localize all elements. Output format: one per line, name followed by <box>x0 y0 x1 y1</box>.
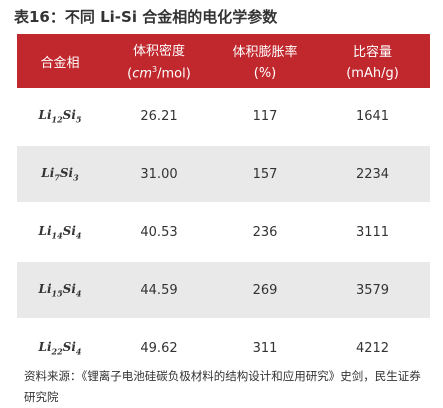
unit-part: ( <box>127 66 133 82</box>
element: Si <box>59 165 74 180</box>
header-unit: (mAh/g) <box>315 66 430 81</box>
table-row: Li22Si4 49.62 311 4212 <box>17 320 430 376</box>
subscript: 12 <box>51 114 63 125</box>
table-cell: 31.00 <box>140 166 178 182</box>
source-note: 资料来源：《锂离子电池硅碳负极材料的结构设计和应用研究》史剑，民生证券研究院 <box>24 369 421 404</box>
element: Si <box>62 223 76 238</box>
subscript: 7 <box>54 172 60 183</box>
header-label: 合金相 <box>40 55 80 71</box>
subscript: 3 <box>73 172 79 183</box>
title: 表16：不同 Li-Si 合金相的电化学参数 <box>14 8 278 26</box>
table-cell: 236 <box>252 224 278 240</box>
formula: Li15Si4 <box>17 282 103 298</box>
unit-part: (mAh/g) <box>346 66 399 81</box>
formula-cell: Li14Si4 <box>17 224 103 240</box>
formula: Li14Si4 <box>17 224 103 240</box>
table-cell: 3579 <box>355 282 390 298</box>
formula: Li7Si3 <box>17 166 103 182</box>
table-cell: 49.62 <box>140 340 178 356</box>
header-cell: 合金相 <box>17 34 103 88</box>
subscript: 4 <box>75 230 82 241</box>
table-cell: 3111 <box>355 224 390 240</box>
element: Li <box>38 339 52 354</box>
table-row: Li15Si4 44.59 269 3579 <box>17 262 430 318</box>
unit-part: cm <box>132 66 153 82</box>
header-cell: 体积膨胀率 (%) <box>215 34 315 88</box>
table-cell: 269 <box>252 282 278 298</box>
table-row: Li12Si5 26.21 117 1641 <box>17 88 430 144</box>
row-gap <box>17 260 430 262</box>
table-cell: 1641 <box>355 108 390 124</box>
subscript: 14 <box>51 230 63 241</box>
subscript: 15 <box>51 288 63 299</box>
header-row: 合金相 体积密度 (cm3/mol) 体积膨胀率 (%) 比容量 (mAh/g) <box>17 34 430 88</box>
subscript: 22 <box>51 346 63 357</box>
element: Li <box>41 165 55 180</box>
formula-cell: Li7Si3 <box>17 166 103 182</box>
formula-cell: Li22Si4 <box>17 340 103 356</box>
table-cell: 117 <box>252 108 278 124</box>
table-cell: 4212 <box>355 340 390 356</box>
subscript: 5 <box>75 114 82 125</box>
element: Li <box>38 223 52 238</box>
element: Si <box>62 281 76 296</box>
formula-cell: Li12Si5 <box>17 108 103 124</box>
header-unit: (%) <box>215 66 315 81</box>
table-cell: 40.53 <box>140 224 178 240</box>
row-gap <box>17 318 430 320</box>
unit-part: 3 <box>152 65 158 75</box>
table-row: Li14Si4 40.53 236 3111 <box>17 204 430 260</box>
header-cell: 比容量 (mAh/g) <box>315 34 430 88</box>
header-cell: 体积密度 (cm3/mol) <box>103 34 215 88</box>
table: 合金相 体积密度 (cm3/mol) 体积膨胀率 (%) 比容量 (mAh/g) Li12Si… <box>17 34 430 376</box>
formula-cell: Li15Si4 <box>17 282 103 298</box>
header-label: 比容量 <box>352 45 392 60</box>
unit-part: (%) <box>253 66 277 81</box>
table-cell: 311 <box>252 340 278 356</box>
header-label: 体积膨胀率 <box>232 45 298 60</box>
table-cell: 2234 <box>355 166 390 182</box>
subscript: 4 <box>75 288 82 299</box>
subscript: 4 <box>75 346 82 357</box>
unit-part: /mol) <box>157 66 191 82</box>
table-cell: 44.59 <box>140 282 178 298</box>
element: Li <box>38 107 52 122</box>
header-unit: (cm3/mol) <box>103 65 215 81</box>
header-label: 体积密度 <box>132 44 185 60</box>
formula: Li12Si5 <box>17 108 103 124</box>
element: Li <box>38 281 52 296</box>
element: Si <box>62 107 76 122</box>
row-gap <box>17 202 430 204</box>
row-gap <box>17 144 430 146</box>
table-cell: 26.21 <box>140 108 178 124</box>
element: Si <box>62 339 76 354</box>
formula: Li22Si4 <box>17 340 103 356</box>
table-cell: 157 <box>252 166 278 182</box>
table-row: Li7Si3 31.00 157 2234 <box>17 146 430 202</box>
